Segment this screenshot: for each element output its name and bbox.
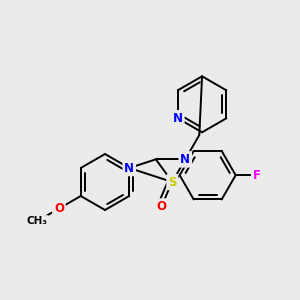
Text: O: O <box>54 202 64 215</box>
Text: N: N <box>173 112 183 125</box>
Text: S: S <box>168 176 177 188</box>
Text: O: O <box>157 200 166 213</box>
Text: N: N <box>180 153 190 166</box>
Text: F: F <box>253 169 261 182</box>
Text: CH₃: CH₃ <box>27 216 48 226</box>
Text: N: N <box>124 161 134 175</box>
